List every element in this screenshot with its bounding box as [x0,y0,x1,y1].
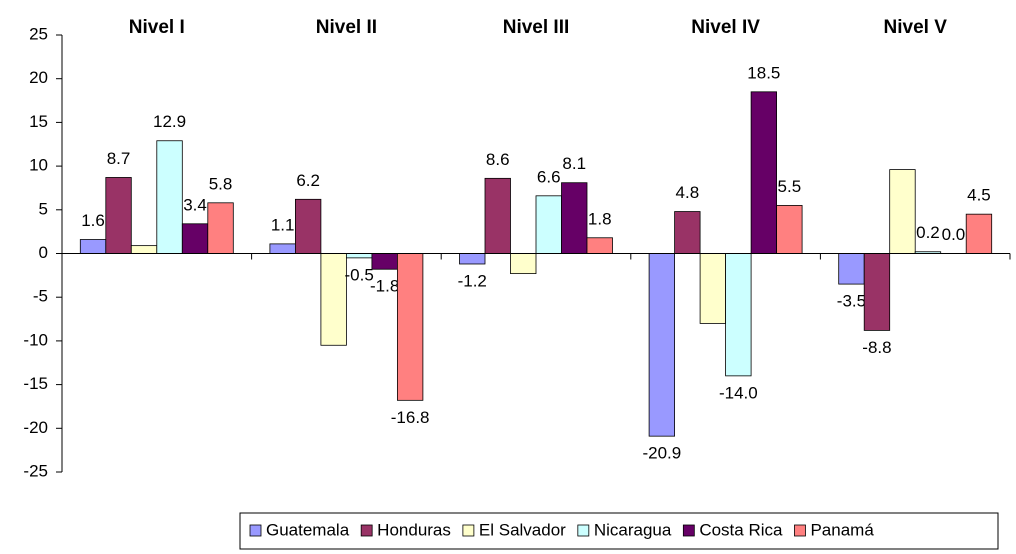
bar [345,253,373,259]
category-label: Nivel IV [691,17,760,38]
value-label: -8.8 [862,338,891,357]
bar [371,253,398,270]
legend-label: Costa Rica [699,520,783,539]
bar [863,253,891,331]
y-tick-label: 0 [39,243,48,262]
value-label: 8.7 [107,149,131,168]
value-label: -14.0 [719,383,758,402]
value-label: 5.8 [209,174,233,193]
legend-swatch [577,524,590,537]
legend-swatch [462,524,475,537]
value-label: 8.1 [562,154,586,173]
legend-label: Nicaragua [594,520,672,539]
value-label: 0.2 [916,223,940,242]
legend-swatch [794,524,806,537]
value-label: 6.2 [296,171,320,190]
bar [838,253,865,285]
legend-label: Honduras [377,520,451,539]
value-label: 0.0 [942,225,966,244]
legend-swatch [360,524,373,537]
value-label: 1.1 [271,215,295,234]
legend-label: Guatemala [266,520,350,539]
value-label: 12.9 [153,112,186,131]
bar [965,213,993,254]
y-tick-label: 10 [29,156,48,175]
value-label: 4.5 [967,186,991,205]
value-label: 8.6 [486,150,510,169]
y-tick-label: 15 [29,112,48,131]
bar [105,177,132,254]
bar [156,140,183,254]
bar [320,253,347,346]
category-label: Nivel III [503,17,570,38]
y-tick-label: -15 [23,374,48,393]
value-label: -1.2 [458,271,487,290]
y-tick-label: 5 [39,199,48,218]
value-label: 5.5 [778,177,802,196]
category-label: Nivel I [129,17,185,38]
value-label: -16.8 [391,408,430,427]
value-label: -1.8 [370,277,399,296]
value-label: -0.5 [345,265,374,284]
bar [889,169,916,254]
value-label: 4.8 [676,183,700,202]
bar [269,243,296,254]
bar [207,202,234,254]
y-tick-label: 20 [29,68,48,87]
value-label: 18.5 [747,63,780,82]
bar [396,253,424,401]
bar [699,253,726,324]
legend-label: El Salvador [479,520,566,539]
bar [459,253,486,265]
value-label: 6.6 [537,167,561,186]
bar [130,245,158,254]
bar [484,177,511,254]
y-tick-label: -20 [23,418,48,437]
category-label: Nivel V [884,17,948,38]
bar [294,198,322,254]
bar [535,195,562,254]
value-label: 1.6 [81,211,105,230]
value-label: 3.4 [183,195,207,214]
category-label: Nivel II [316,17,377,38]
y-tick-label: -5 [33,287,48,306]
y-tick-label: -25 [23,461,48,480]
bar [648,253,675,437]
bar [561,182,588,254]
bar [181,223,209,254]
value-label: 1.8 [588,209,612,228]
legend-swatch [682,524,695,537]
y-tick-label: -10 [23,330,48,349]
value-label: -20.9 [642,444,681,463]
bar [510,253,537,275]
value-label: -3.5 [837,292,866,311]
y-tick-label: 25 [29,24,48,43]
bar [725,253,752,377]
bar [776,205,803,254]
bar [674,211,701,254]
legend-swatch [249,524,262,537]
legend-label: Panamá [810,520,874,539]
bar [79,239,107,254]
bar [750,91,777,254]
bar [586,237,613,254]
